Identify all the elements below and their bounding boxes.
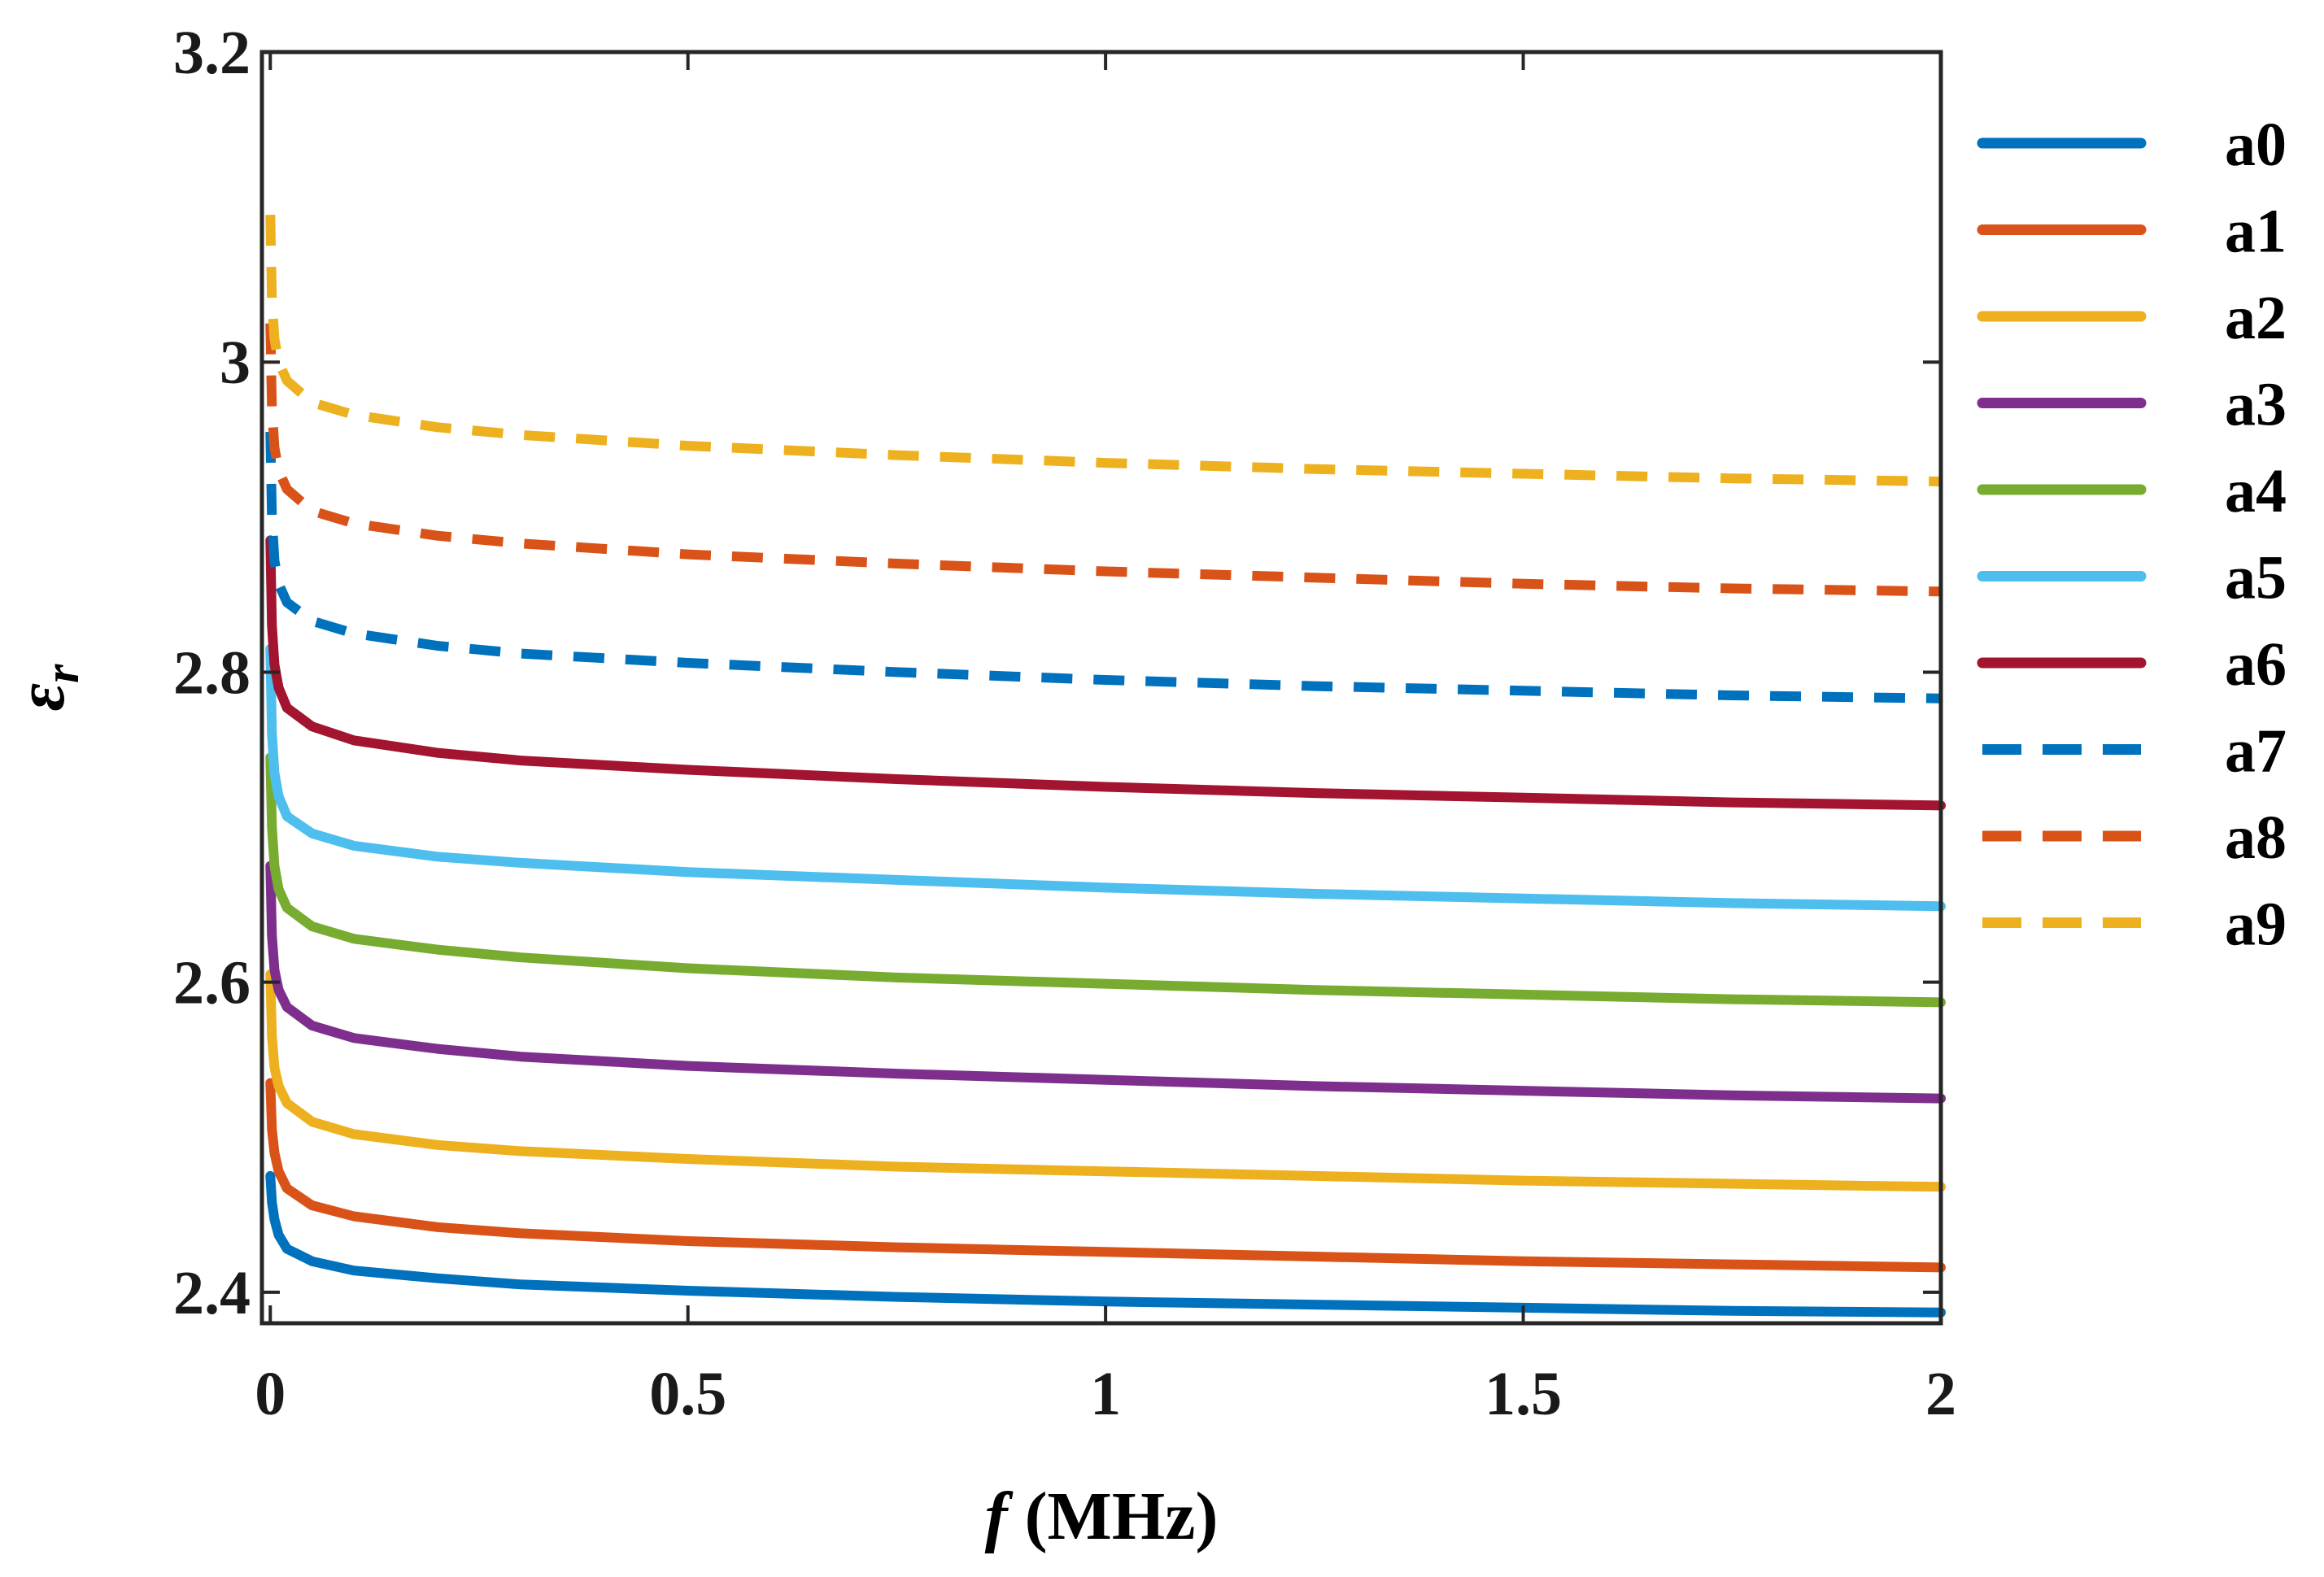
y-axis-label: εr [3, 664, 89, 711]
legend-label-a3: a3 [2225, 371, 2287, 439]
legend-label-a2: a2 [2225, 284, 2287, 352]
y-tick-label: 3 [220, 329, 251, 397]
x-tick-label: 1.5 [1485, 1360, 1562, 1428]
y-tick-label: 2.8 [173, 638, 251, 707]
series-line-a8 [265, 323, 1942, 597]
legend: a0 a1 a2 a3 a4 a5 a6 a7 a8 a9 [1977, 111, 2287, 959]
y-tick-label: 2.6 [173, 949, 251, 1017]
y-axis-symbol: ε [3, 683, 79, 711]
x-tick-label: 1 [1090, 1360, 1121, 1428]
series-line-a6 [265, 535, 1946, 811]
series-line-a4 [265, 752, 1946, 1008]
series-line-a7 [265, 431, 1942, 704]
legend-label-a1: a1 [2225, 198, 2287, 266]
y-tick-label: 2.4 [173, 1259, 251, 1327]
x-tick-label: 2 [1925, 1360, 1956, 1428]
x-axis-unit: (MHz) [1008, 1479, 1219, 1554]
series-line-a1 [265, 1078, 1946, 1273]
ticks-layer: 0 0.5 1 1.5 2 2.4 2.6 2.8 3 3.2 [173, 19, 1956, 1428]
y-tick-label: 3.2 [173, 19, 251, 87]
legend-label-a4: a4 [2225, 457, 2287, 525]
legend-label-a8: a8 [2225, 804, 2287, 872]
x-tick-label: 0.5 [649, 1360, 726, 1428]
x-tick-label: 0 [255, 1360, 286, 1428]
legend-label-a5: a5 [2225, 544, 2287, 612]
plot-area-frame [259, 50, 1943, 1326]
series-line-a0 [265, 1170, 1946, 1318]
legend-label-a6: a6 [2225, 630, 2287, 699]
legend-label-a9: a9 [2225, 891, 2287, 959]
series-line-a9 [265, 214, 1942, 486]
x-axis-label: f (MHz) [985, 1479, 1219, 1554]
y-axis-subscript: r [35, 664, 89, 683]
series-line-a5 [265, 643, 1946, 912]
series-line-a3 [265, 860, 1946, 1104]
series-line-a2 [265, 969, 1946, 1192]
legend-label-a0: a0 [2225, 111, 2287, 179]
legend-label-a7: a7 [2225, 717, 2287, 786]
series-layer [265, 214, 1946, 1318]
